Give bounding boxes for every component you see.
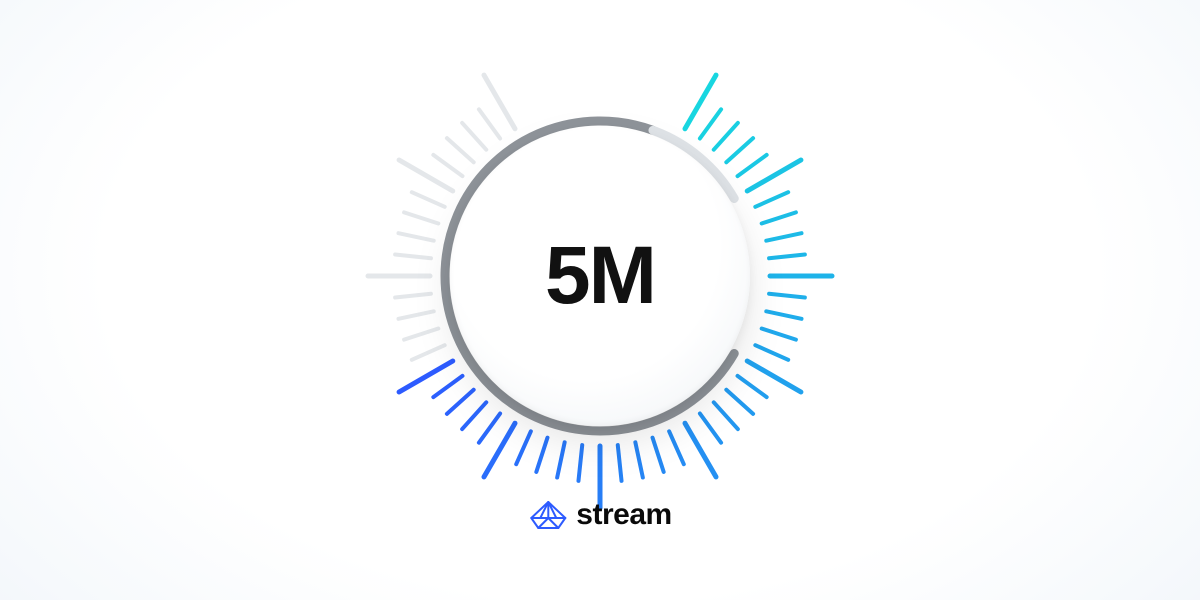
gauge-tick [404,212,438,223]
gauge-tick [479,414,500,443]
gauge-tick [557,442,564,477]
gauge-tick [412,345,445,360]
gauge-tick [769,294,805,298]
gauge-tick [447,390,474,414]
gauge: CONCURRENT CONNECTIONS 5M [340,16,860,536]
gauge-tick [653,438,664,472]
gauge-tick [404,329,438,340]
gauge-tick [738,376,767,397]
gauge-tick [399,311,434,318]
gauge-tick [578,445,582,481]
gauge-tick [700,414,721,443]
gauge-tick [412,192,445,207]
gauge-tick [755,345,788,360]
gauge-inner-disc: 5M [450,126,750,426]
gauge-tick [769,254,805,258]
gauge-tick [714,123,738,150]
gauge-tick [726,138,753,162]
gauge-tick [536,438,547,472]
gauge-tick [762,329,796,340]
brand-wordmark: stream [576,498,671,532]
gauge-tick [714,402,738,429]
gauge-tick [755,192,788,207]
gauge-tick [766,311,801,318]
gauge-tick [395,254,431,258]
gauge-tick [766,233,801,240]
origami-boat-icon [528,498,568,532]
gauge-tick [726,390,753,414]
gauge-tick [433,155,462,176]
gauge-tick [516,431,531,464]
gauge-tick [700,109,721,138]
gauge-tick [479,109,500,138]
gauge-tick [669,431,684,464]
gauge-value: 5M [545,235,655,317]
gauge-tick [399,233,434,240]
gauge-tick [762,212,796,223]
infographic-card: CONCURRENT CONNECTIONS 5M stream [0,0,1200,600]
gauge-tick [447,138,474,162]
gauge-tick [462,123,486,150]
gauge-tick [395,294,431,298]
gauge-tick [618,445,622,481]
gauge-tick [462,402,486,429]
gauge-tick [738,155,767,176]
gauge-tick [635,442,642,477]
brand-logo: stream [528,498,671,532]
gauge-tick [433,376,462,397]
